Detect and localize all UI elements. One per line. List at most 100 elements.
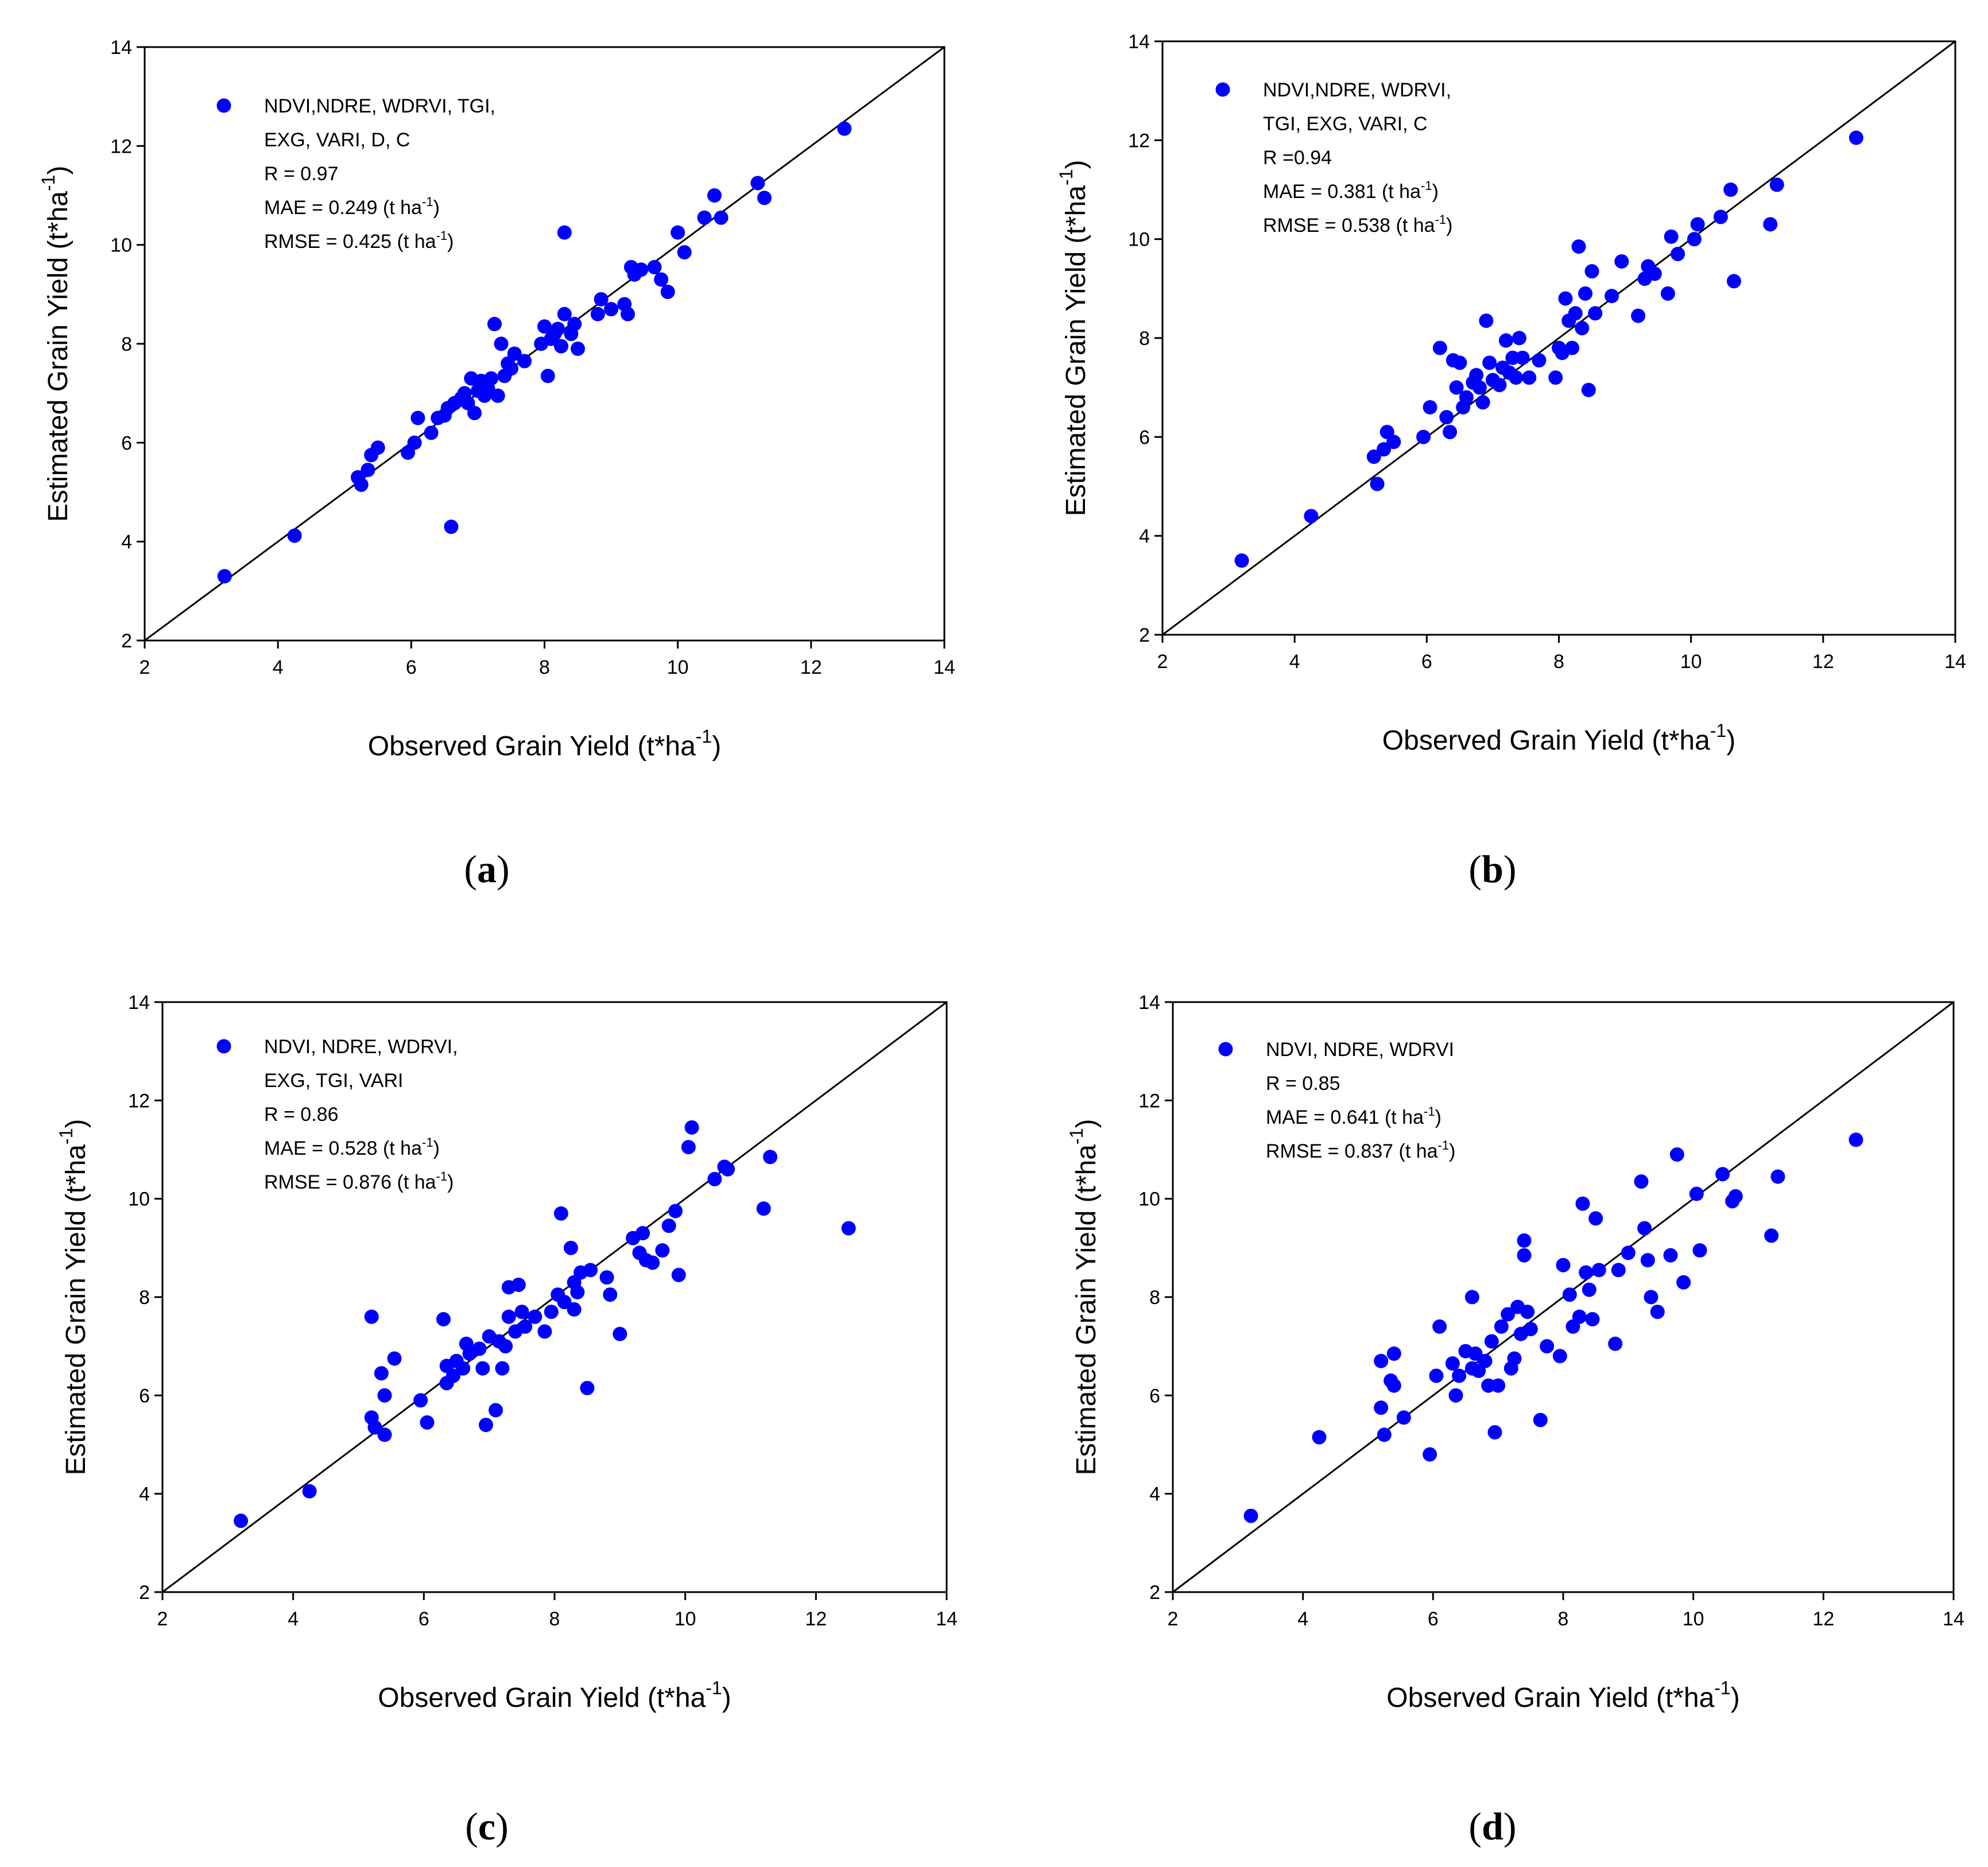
x-tick-label: 10 [1683, 1608, 1704, 1630]
x-tick-label: 12 [805, 1608, 827, 1630]
data-point [1445, 1356, 1460, 1371]
data-point [1491, 1378, 1506, 1393]
data-point [671, 225, 685, 240]
legend-mae-value: MAE = 0.641 (t ha-1) [1266, 1104, 1441, 1128]
data-point [1584, 264, 1599, 279]
data-point [750, 176, 765, 191]
data-point [756, 1201, 771, 1216]
data-point [1572, 1309, 1587, 1324]
data-point [1575, 1196, 1590, 1211]
y-tick-label: 10 [1138, 1189, 1160, 1210]
x-tick-label: 4 [288, 1608, 299, 1630]
data-point [528, 1309, 542, 1324]
legend-label: EXG, TGI, VARI [264, 1070, 403, 1092]
legend-rmse-value: RMSE = 0.538 (t ha-1) [1263, 212, 1452, 236]
legend-label: TGI, EXG, VARI, C [1263, 113, 1428, 135]
data-point [1548, 370, 1563, 385]
data-point [511, 1278, 526, 1292]
data-point [1468, 1346, 1483, 1361]
x-tick-label: 12 [1812, 651, 1834, 673]
data-point [494, 336, 509, 351]
x-tick-label: 10 [667, 657, 689, 678]
data-point [714, 210, 728, 225]
data-point [487, 317, 502, 332]
data-point [1669, 1147, 1684, 1162]
y-tick-label: 12 [128, 1090, 150, 1112]
data-point [1631, 308, 1646, 323]
data-point [583, 1263, 598, 1278]
y-tick-label: 4 [1149, 1484, 1160, 1505]
legend-r-value: R = 0.85 [1266, 1073, 1340, 1094]
data-point [472, 1341, 487, 1356]
legend-label: NDVI, NDRE, WDRVI [1266, 1039, 1454, 1061]
data-point [1663, 1248, 1678, 1263]
y-tick-label: 6 [139, 1385, 150, 1407]
data-point [1520, 1305, 1535, 1319]
y-tick-label: 14 [1138, 992, 1160, 1014]
data-point [1579, 1265, 1594, 1280]
chart-panel-d: 2 4 6 8 10 12 14 2 4 6 8 10 12 14 Observed Grain Yield… [1066, 992, 1964, 1848]
panel-label: (b) [1468, 847, 1516, 891]
data-point [599, 1270, 614, 1285]
data-point [1469, 368, 1484, 383]
legend-mae-value: MAE = 0.249 (t ha-1) [264, 195, 440, 219]
y-tick-label: 6 [1139, 426, 1150, 448]
data-point [1459, 390, 1474, 405]
data-point [420, 1415, 435, 1430]
data-point [684, 1120, 699, 1135]
x-tick-label: 8 [549, 1608, 560, 1630]
data-point [361, 463, 375, 478]
x-tick-label: 14 [936, 1608, 958, 1630]
data-point [302, 1484, 317, 1499]
data-point [681, 1140, 696, 1155]
data-point [484, 371, 499, 386]
data-point [1448, 1388, 1463, 1403]
legend-r-value: R =0.94 [1263, 147, 1332, 169]
data-point [1689, 1186, 1704, 1201]
data-point [720, 1162, 735, 1177]
data-point [1517, 1248, 1532, 1263]
data-point [1664, 229, 1679, 244]
data-point [467, 406, 482, 421]
x-tick-label: 8 [539, 657, 550, 678]
legend: NDVI,NDRE, WDRVI, TGI, EXG, VARI, D, C R … [216, 95, 495, 253]
legend-r-value: R = 0.97 [264, 163, 338, 185]
data-point [1849, 130, 1863, 145]
data-point [370, 440, 385, 455]
x-tick-label: 8 [1558, 1608, 1569, 1630]
data-point [478, 1418, 493, 1433]
data-point [537, 1324, 552, 1339]
data-point [1608, 1336, 1623, 1351]
data-point [354, 478, 369, 492]
data-point [567, 317, 582, 332]
x-axis-title: Observed Grain Yield (t*ha-1) [1386, 1678, 1739, 1713]
data-point [1396, 1410, 1411, 1425]
data-point [621, 306, 635, 321]
data-point [1501, 1307, 1516, 1322]
y-tick-label: 8 [139, 1287, 150, 1309]
legend-label: EXG, VARI, D, C [264, 129, 410, 151]
data-point [1484, 1334, 1499, 1349]
data-point [1386, 1378, 1401, 1393]
data-point [1687, 232, 1702, 247]
y-tick-label: 4 [139, 1484, 150, 1505]
data-point [544, 1305, 559, 1319]
data-point [1770, 1169, 1785, 1184]
x-tick-label: 4 [1289, 651, 1300, 673]
data-point [1764, 1228, 1779, 1243]
data-point [489, 1403, 503, 1418]
data-point [1482, 355, 1497, 370]
y-tick-label: 2 [1139, 624, 1150, 646]
data-point [507, 346, 522, 361]
data-point [475, 1361, 490, 1376]
data-point [1312, 1430, 1327, 1445]
data-point [1304, 509, 1319, 523]
data-point [1611, 1263, 1626, 1278]
x-tick-label: 6 [418, 1608, 429, 1630]
data-point [407, 435, 422, 450]
x-tick-label: 14 [1944, 651, 1966, 673]
data-point [1234, 553, 1249, 568]
data-point [1523, 1322, 1538, 1337]
data-point [1558, 291, 1573, 306]
